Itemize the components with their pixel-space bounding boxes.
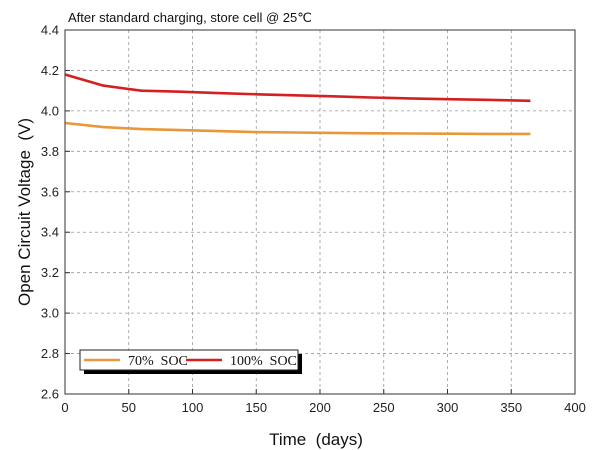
x-tick-label: 350 [500,400,522,415]
grid [65,30,575,394]
y-tick-label: 4.2 [41,63,59,78]
y-tick-label: 3.4 [41,225,59,240]
y-tick-label: 3.8 [41,144,59,159]
y-tick-label: 3.0 [41,306,59,321]
y-tick-label: 2.6 [41,387,59,402]
legend-label-70-soc: 70% SOC [128,354,188,369]
x-tick-label: 250 [373,400,395,415]
y-tick-label: 4.0 [41,103,59,118]
x-tick-label: 150 [245,400,267,415]
x-tick-label: 200 [309,400,331,415]
x-tick-label: 300 [437,400,459,415]
x-tick-label: 50 [122,400,136,415]
y-tick-label: 3.6 [41,184,59,199]
ticks: 0 50 100 150 200 250 300 350 400 2.6 2.8 3.0 3.2 3.4 3… [41,23,586,416]
legend: 70% SOC 100% SOC [79,349,302,374]
y-tick-label: 3.2 [41,265,59,280]
series-line-100-soc [64,73,531,103]
y-tick-label: 4.4 [41,23,59,38]
x-tick-label: 100 [182,400,204,415]
legend-label-100-soc: 100% SOC [230,354,297,369]
x-axis-title: Time (days) [269,430,363,449]
series-line-70-soc [64,121,531,136]
y-axis-title: Open Circuit Voltage (V) [15,118,34,306]
y-tick-label: 2.8 [41,346,59,361]
x-tick-label: 0 [61,400,68,415]
x-tick-label: 400 [564,400,586,415]
chart-title: After standard charging, store cell @ 25… [68,10,312,25]
series-layer [64,73,531,136]
